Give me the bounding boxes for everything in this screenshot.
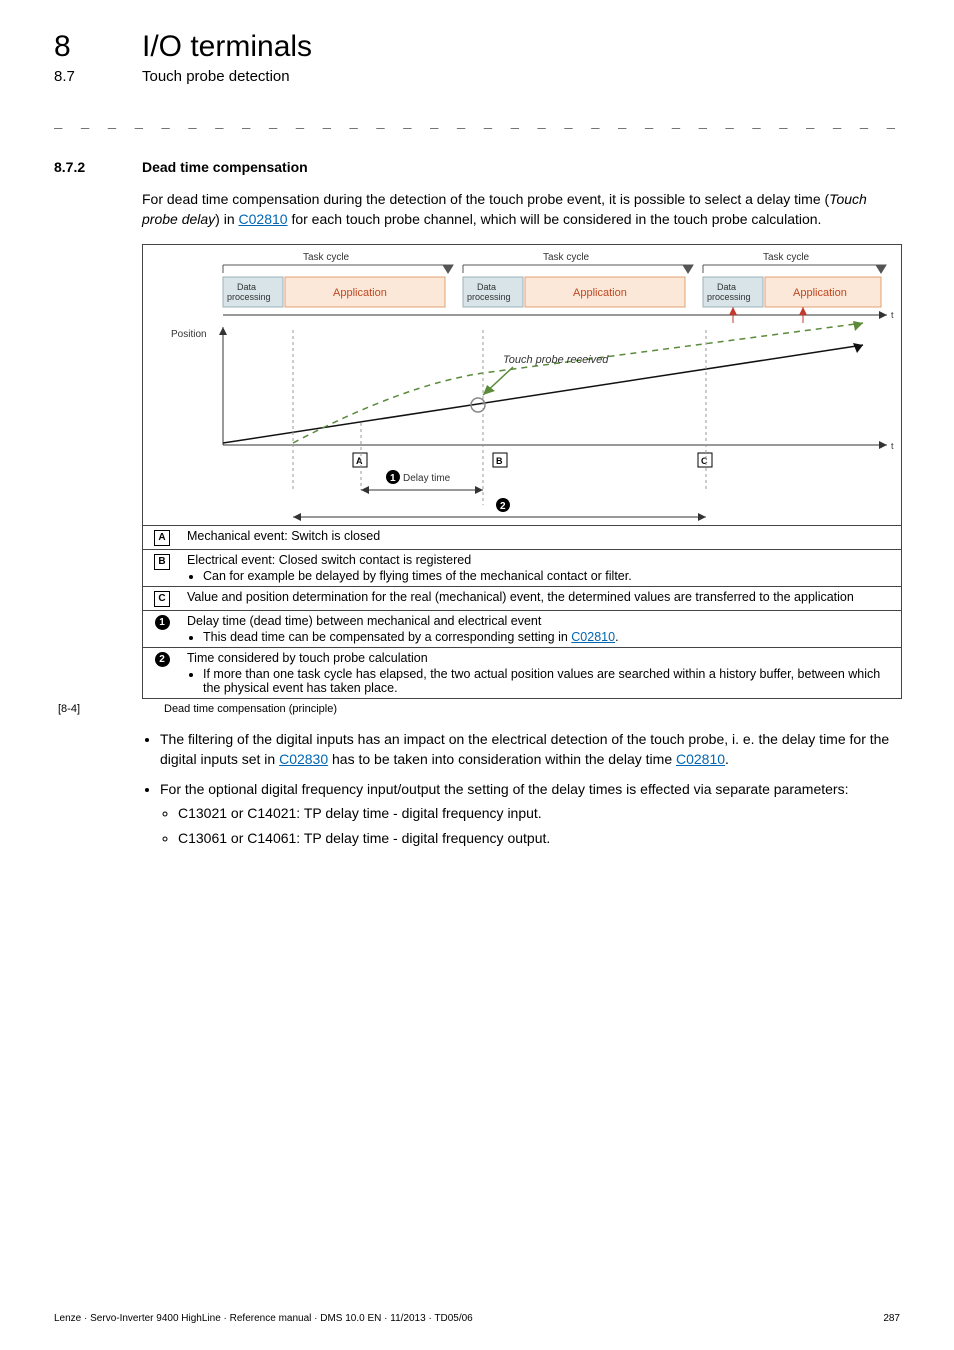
application-1: Application (333, 287, 387, 299)
legend-text-B: Electrical event: Closed switch contact … (181, 549, 901, 586)
marker-1: 1 (390, 473, 396, 484)
chapter-title: I/O terminals (142, 30, 312, 64)
post-bullets: The filtering of the digital inputs has … (142, 729, 900, 848)
data-proc-3b: processing (707, 292, 751, 302)
legend-text-1: Delay time (dead time) between mechanica… (181, 610, 901, 647)
legend-key-2: 2 (155, 652, 170, 667)
touch-probe-label: Touch probe received (503, 354, 609, 366)
table-row: A Mechanical event: Switch is closed (143, 525, 901, 549)
data-proc-2b: processing (467, 292, 511, 302)
legend-B-main: Electrical event: Closed switch contact … (187, 553, 471, 567)
delay-time-label: Delay time (403, 473, 451, 484)
legend-2-sub: If more than one task cycle has elapsed,… (203, 667, 895, 695)
legend-1-post: . (615, 630, 618, 644)
marker-A: A (356, 456, 363, 466)
legend-key-B: B (154, 554, 170, 570)
table-row: C Value and position determination for t… (143, 586, 901, 610)
application-2: Application (573, 287, 627, 299)
list-item: For the optional digital frequency input… (160, 779, 900, 848)
figure-id: [8-4] (54, 703, 146, 715)
legend-table: A Mechanical event: Switch is closed B E… (143, 525, 901, 698)
separator: _ _ _ _ _ _ _ _ _ _ _ _ _ _ _ _ _ _ _ _ … (54, 113, 900, 129)
data-proc-3a: Data (717, 282, 736, 292)
legend-1-main: Delay time (dead time) between mechanica… (187, 614, 541, 628)
table-row: 1 Delay time (dead time) between mechani… (143, 610, 901, 647)
chapter-number: 8 (54, 30, 114, 64)
subsection-number: 8.7.2 (54, 159, 114, 175)
b1-mid: has to be taken into consideration withi… (328, 751, 676, 767)
legend-key-C: C (154, 591, 170, 607)
diagram-svg: Task cycle Task cycle Task cycle Data pr… (143, 245, 901, 525)
intro-paragraph: For dead time compensation during the de… (142, 189, 900, 230)
b1-post: . (725, 751, 729, 767)
legend-1-sub: This dead time can be compensated by a c… (203, 630, 895, 644)
subsection-title: Dead time compensation (142, 159, 308, 175)
legend-B-sub: Can for example be delayed by flying tim… (203, 569, 895, 583)
figure-8-4: Task cycle Task cycle Task cycle Data pr… (142, 244, 902, 699)
legend-text-2: Time considered by touch probe calculati… (181, 647, 901, 698)
axis-t-bottom: t (891, 441, 894, 451)
task-cycle-2: Task cycle (543, 252, 590, 263)
footer-left: Lenze · Servo-Inverter 9400 HighLine · R… (54, 1313, 473, 1324)
intro-post: for each touch probe channel, which will… (288, 211, 822, 227)
intro-mid: ) in (215, 211, 238, 227)
application-3: Application (793, 287, 847, 299)
legend-1-pre: This dead time can be compensated by a c… (203, 630, 571, 644)
legend-2-main: Time considered by touch probe calculati… (187, 651, 428, 665)
marker-C: C (701, 456, 708, 466)
data-proc-1b: processing (227, 292, 271, 302)
figure-caption: Dead time compensation (principle) (164, 703, 337, 715)
list-item: C13021 or C14021: TP delay time - digita… (178, 803, 900, 823)
data-proc-2a: Data (477, 282, 496, 292)
b2-main: For the optional digital frequency input… (160, 781, 848, 797)
section-number: 8.7 (54, 68, 114, 85)
list-item: C13061 or C14061: TP delay time - digita… (178, 828, 900, 848)
link-c02810-c[interactable]: C02810 (676, 751, 725, 767)
section-title: Touch probe detection (142, 68, 290, 85)
axis-t-top: t (891, 310, 894, 320)
data-proc-1a: Data (237, 282, 256, 292)
table-row: B Electrical event: Closed switch contac… (143, 549, 901, 586)
legend-key-A: A (154, 530, 170, 546)
position-label: Position (171, 329, 207, 340)
link-c02810[interactable]: C02810 (239, 211, 288, 227)
legend-key-1: 1 (155, 615, 170, 630)
marker-2: 2 (500, 501, 506, 512)
marker-B: B (496, 456, 503, 466)
table-row: 2 Time considered by touch probe calcula… (143, 647, 901, 698)
link-c02810-b[interactable]: C02810 (571, 630, 615, 644)
page-number: 287 (883, 1313, 900, 1324)
legend-text-C: Value and position determination for the… (181, 586, 901, 610)
list-item: The filtering of the digital inputs has … (160, 729, 900, 770)
intro-pre: For dead time compensation during the de… (142, 191, 829, 207)
task-cycle-3: Task cycle (763, 252, 810, 263)
legend-text-A: Mechanical event: Switch is closed (181, 525, 901, 549)
link-c02830[interactable]: C02830 (279, 751, 328, 767)
task-cycle-1: Task cycle (303, 252, 350, 263)
